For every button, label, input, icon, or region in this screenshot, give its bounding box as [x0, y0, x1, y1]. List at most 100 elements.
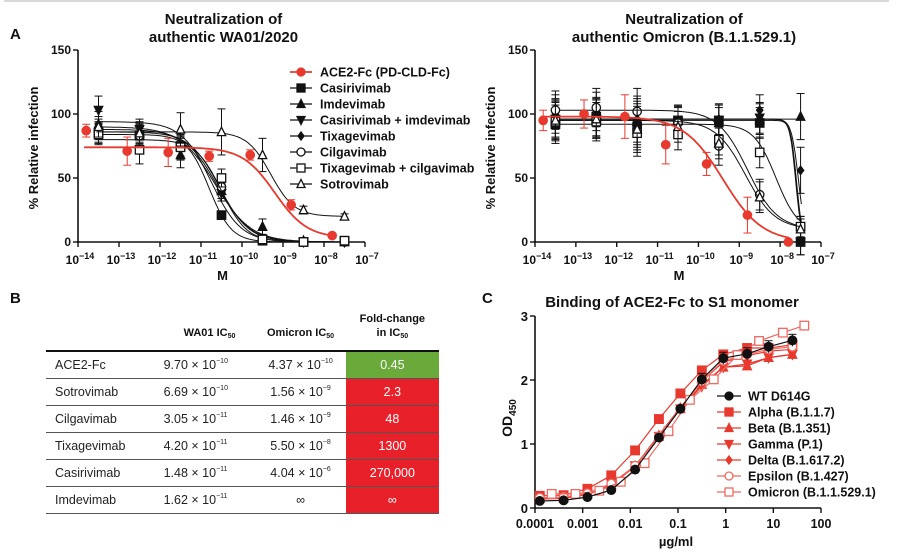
- marker-square-filled: [296, 83, 306, 93]
- marker-square-open: [732, 350, 743, 360]
- marker-square-open: [632, 128, 642, 139]
- fold-change-value: 48: [345, 405, 439, 433]
- series-line: [539, 348, 793, 500]
- wa01-ic50-value: 3.05 × 10−11: [163, 405, 256, 433]
- fit-curve: [96, 131, 346, 243]
- wa01-ic50-value: 1.62 × 10−11: [163, 486, 256, 514]
- omicron-ic50-value: 4.04 × 10−6: [255, 459, 346, 487]
- marker-triangle-down-filled: [339, 237, 350, 249]
- marker-diamond-filled: [535, 493, 544, 505]
- series-imdevimab: [93, 110, 350, 247]
- table-row: Imdevimab 1.62 × 10−11 ∞ ∞: [46, 486, 439, 514]
- x-tick-label: 10−13: [564, 251, 593, 267]
- x-tick-label: 10−11: [646, 251, 674, 267]
- x-axis-label: µg/ml: [659, 534, 693, 549]
- y-tick-label: 150: [51, 43, 71, 57]
- marker-triangle-down-filled: [558, 493, 569, 505]
- marker-diamond-filled: [764, 345, 773, 357]
- marker-circle-filled: [606, 485, 617, 496]
- wa01-ic50-value: 4.20 × 10−11: [163, 432, 256, 460]
- marker-square-filled: [175, 141, 186, 151]
- marker-triangle-up-filled: [787, 348, 798, 359]
- marker-diamond-filled: [176, 143, 185, 154]
- marker-circle-filled: [742, 348, 753, 359]
- marker-triangle-down-filled: [717, 362, 729, 374]
- marker-diamond-filled: [697, 375, 706, 387]
- marker-circle-open: [550, 105, 561, 116]
- marker-square-open: [684, 394, 695, 405]
- marker-triangle-up-open: [631, 123, 643, 134]
- legend-label: Alpha (B.1.1.7): [748, 406, 835, 420]
- marker-triangle-down-filled: [629, 461, 641, 473]
- marker-triangle-up-filled: [629, 460, 641, 471]
- marker-diamond-filled: [297, 130, 305, 142]
- panel-letter-b: B: [10, 290, 21, 307]
- y-tick-label: 0: [521, 235, 528, 249]
- fit-curve: [96, 131, 346, 217]
- marker-square-filled: [718, 349, 729, 360]
- marker-diamond-filled: [796, 165, 805, 176]
- y-axis-label: % Relative infection: [483, 87, 498, 210]
- marker-square-filled: [742, 343, 753, 353]
- marker-square-open: [714, 134, 724, 145]
- marker-square-filled: [582, 483, 593, 494]
- omicron-ic50-value: 1.46 × 10−9: [255, 405, 346, 433]
- marker-square-open: [663, 426, 674, 437]
- marker-square-open: [257, 234, 268, 245]
- header-wa01-ic50: WA01 IC50: [183, 327, 236, 340]
- fold-change-value: 1300: [345, 432, 439, 460]
- table-row: ACE2-Fc 9.70 × 10−10 4.37 × 10−10 0.45: [46, 350, 439, 379]
- marker-circle-filled: [81, 125, 92, 136]
- marker-diamond-filled: [788, 343, 797, 355]
- marker-square-open: [754, 336, 764, 346]
- chart-title: Binding of ACE2-Fc to S1 monomer: [545, 294, 799, 311]
- header-fold-change: Fold-change in IC50: [359, 313, 426, 340]
- marker-square-filled: [714, 115, 724, 126]
- wa01-ic50-value: 9.70 × 10−10: [163, 350, 256, 379]
- legend-label: Imdevimab: [320, 98, 386, 112]
- marker-circle-filled: [204, 151, 215, 162]
- marker-triangle-up-open: [134, 127, 145, 138]
- series-casirivimab-imdevimab: [550, 99, 806, 256]
- series-line: [539, 339, 793, 502]
- x-tick-label: 10−7: [811, 251, 835, 267]
- marker-triangle-up-filled: [134, 125, 145, 137]
- marker-square-open: [296, 163, 306, 173]
- series-line: [539, 344, 793, 497]
- marker-circle-filled: [620, 111, 630, 122]
- marker-circle-filled: [327, 230, 338, 241]
- marker-square-open: [594, 485, 605, 496]
- marker-triangle-down-filled: [582, 489, 593, 501]
- marker-circle-filled: [763, 341, 774, 352]
- marker-square-open: [708, 374, 719, 385]
- marker-square-filled: [591, 111, 602, 122]
- marker-diamond-filled: [719, 356, 728, 368]
- y-tick-label: 1: [521, 437, 528, 452]
- series-cilgavimab: [93, 121, 350, 247]
- legend-label: Gamma (P.1): [748, 438, 823, 452]
- marker-square-open: [175, 142, 186, 153]
- marker-circle-open: [216, 182, 227, 192]
- series-imdevimab: [550, 93, 806, 146]
- marker-square-filled: [795, 237, 806, 247]
- legend-label: Epsilon (B.1.427): [748, 470, 849, 484]
- marker-triangle-down-filled: [741, 359, 753, 371]
- marker-triangle-down-filled: [713, 116, 725, 127]
- marker-circle-open: [632, 106, 642, 117]
- marker-square-filled: [216, 210, 227, 220]
- marker-circle-filled: [701, 159, 712, 169]
- fit-curve: [553, 123, 802, 223]
- marker-square-filled: [763, 343, 774, 353]
- series-casirivimab: [93, 122, 350, 247]
- marker-circle-filled: [538, 115, 549, 126]
- marker-circle-filled: [558, 495, 569, 506]
- marker-square-open: [639, 458, 650, 469]
- marker-triangle-down-filled: [675, 404, 686, 416]
- panel-letter-c: C: [482, 290, 493, 307]
- series-epsilon-b-1-427-: [534, 341, 798, 503]
- legend-label: Casirivimab + imdevimab: [320, 114, 471, 128]
- wa01-ic50-value: 1.48 × 10−11: [163, 459, 256, 487]
- marker-triangle-up-filled: [605, 478, 617, 490]
- fit-curve: [553, 118, 802, 227]
- marker-triangle-up-filled: [741, 359, 753, 371]
